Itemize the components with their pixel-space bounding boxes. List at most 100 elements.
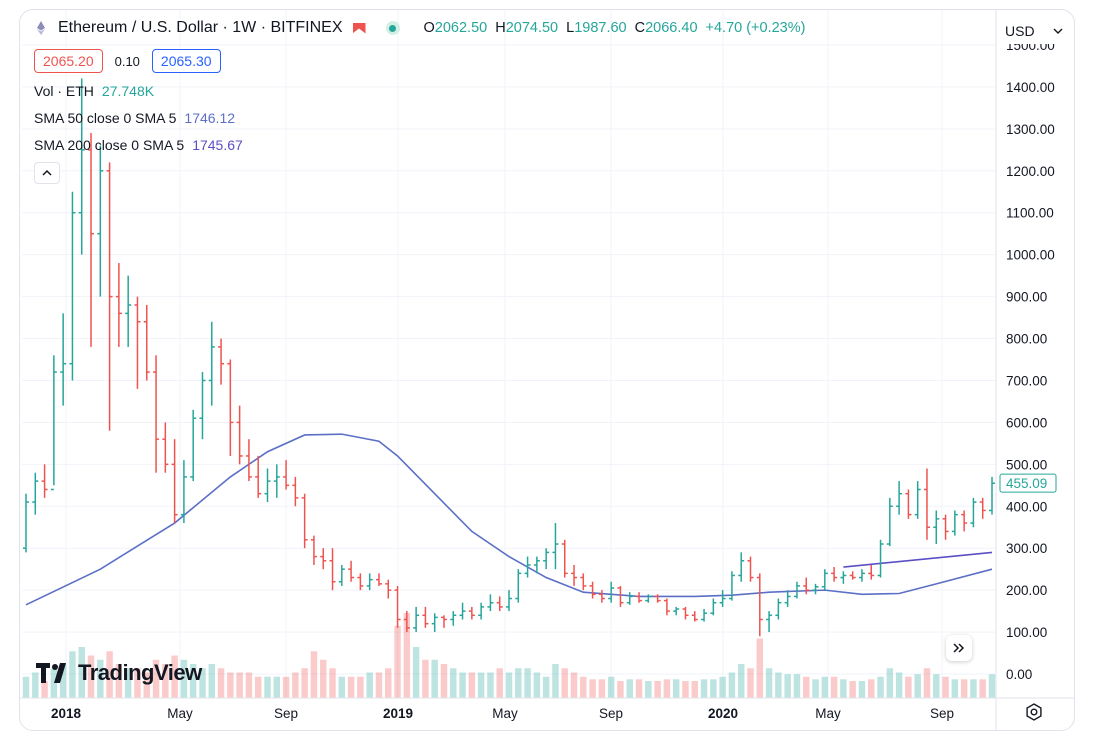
ohlc-bar [97,145,104,297]
volume-bar [143,672,150,698]
ohlc-bar [106,162,113,431]
volume-bar [487,672,494,698]
scroll-to-realtime-button[interactable] [946,635,972,661]
chart-canvas[interactable]: 1500.001400.001300.001200.001100.001000.… [20,10,1074,730]
volume-bar [505,672,513,698]
sma50-legend[interactable]: SMA 50 close 0 SMA 5 1746.12 [34,110,235,126]
ohlc-bar [394,585,401,628]
tradingview-logo[interactable]: TradingView [36,660,202,686]
ohlc-bar [255,455,262,498]
ohlc-bar [803,577,810,595]
spread-value: 0.10 [114,53,140,69]
volume-bar [710,679,717,698]
ohlc-bar [923,468,930,540]
ohlc-bar [877,539,884,578]
red-flag-icon[interactable] [352,22,366,34]
ohlc-bar [571,564,578,586]
ohlc-bar [756,573,763,637]
volume-bar [821,676,829,698]
volume-bar [598,679,606,698]
volume-bar [849,681,856,698]
settings-button[interactable] [1022,700,1046,724]
buy-price-button[interactable]: 2065.30 [151,49,221,73]
ohlc-bar [849,571,856,580]
volume-bar [858,681,866,698]
x-tick-label: May [167,706,193,721]
ohlc-bar [589,581,596,599]
ohlc-bar [840,571,847,584]
volume-bar [375,672,383,698]
y-tick-label: 1200.00 [1006,164,1055,179]
x-tick-label: May [492,706,518,721]
ohlc-bar [218,338,225,385]
y-tick-label: 500.00 [1006,457,1047,472]
volume-bar [552,664,559,698]
collapse-legend-button[interactable] [34,162,60,184]
x-tick-label: Sep [599,706,623,721]
tradingview-logo-icon [36,663,66,683]
volume-legend-value: 27.748K [101,83,155,99]
ohlc-bar [506,590,512,612]
ohlc-bar [682,606,689,620]
ohlc-low: L1987.60 [566,20,627,36]
volume-bar [868,679,875,698]
volume-bar [970,679,977,698]
volume-bar [189,664,197,698]
volume-bar [440,664,448,698]
volume-bar [923,668,931,698]
ohlc-bar [60,313,67,406]
ohlc-bar [78,78,85,255]
x-tick-label: 2020 [708,706,738,721]
volume-bar [450,668,457,698]
volume-bar [477,672,485,698]
volume-bar [412,647,420,698]
sma200-legend[interactable]: SMA 200 close 0 SMA 5 1745.67 [34,137,243,153]
volume-bar [524,668,531,698]
volume-bar [394,625,401,698]
y-tick-label: 900.00 [1006,290,1047,305]
volume-bar [338,676,346,698]
ohlc-change: +4.70 (+0.23%) [705,20,806,36]
ohlc-bar [496,596,503,612]
volume-bar [830,676,838,698]
ohlc-bar [886,497,893,547]
ohlc-bar [357,573,364,591]
ohlc-high: H2074.50 [495,20,559,36]
volume-bar [951,679,959,698]
ohlc-bar [961,510,968,532]
ohlc-bar [69,191,76,381]
volume-bar [886,668,894,698]
x-tick-label: May [815,706,841,721]
volume-bar [672,679,680,698]
volume-bar [162,664,169,698]
ohlc-bar [115,263,122,347]
ohlc-bar [896,481,903,515]
volume-bar [106,651,113,698]
y-tick-label: 600.00 [1006,415,1047,430]
volume-bar [245,672,253,698]
volume-bar [747,668,754,698]
ohlc-bar [775,598,782,620]
y-tick-label: 0.00 [1006,667,1032,682]
x-tick-label: 2019 [383,706,413,721]
quote-row: 2065.20 0.10 2065.30 [34,49,221,73]
ohlc-bar [459,602,466,620]
volume-bar [533,672,541,698]
volume-bar [988,674,996,698]
volume-bar [180,659,188,698]
ohlc-bar [905,489,912,519]
ethereum-icon [37,21,45,35]
ohlc-bar [171,439,178,524]
volume-legend[interactable]: Vol · ETH 27.748K [34,83,154,99]
y-tick-label: 1000.00 [1006,248,1055,263]
ohlc-bar [199,372,206,440]
ohlc-bar [719,590,726,607]
settings-icon [1026,703,1042,721]
sell-price-button[interactable]: 2065.20 [34,49,103,73]
ohlc-bar [821,569,828,591]
y-tick-label: 800.00 [1006,332,1047,347]
volume-bar [459,672,466,698]
symbol-title[interactable]: Ethereum / U.S. Dollar · 1W · BITFINEX [58,19,343,36]
ohlc-bar [366,573,373,591]
currency-select[interactable]: USD [999,18,1071,44]
